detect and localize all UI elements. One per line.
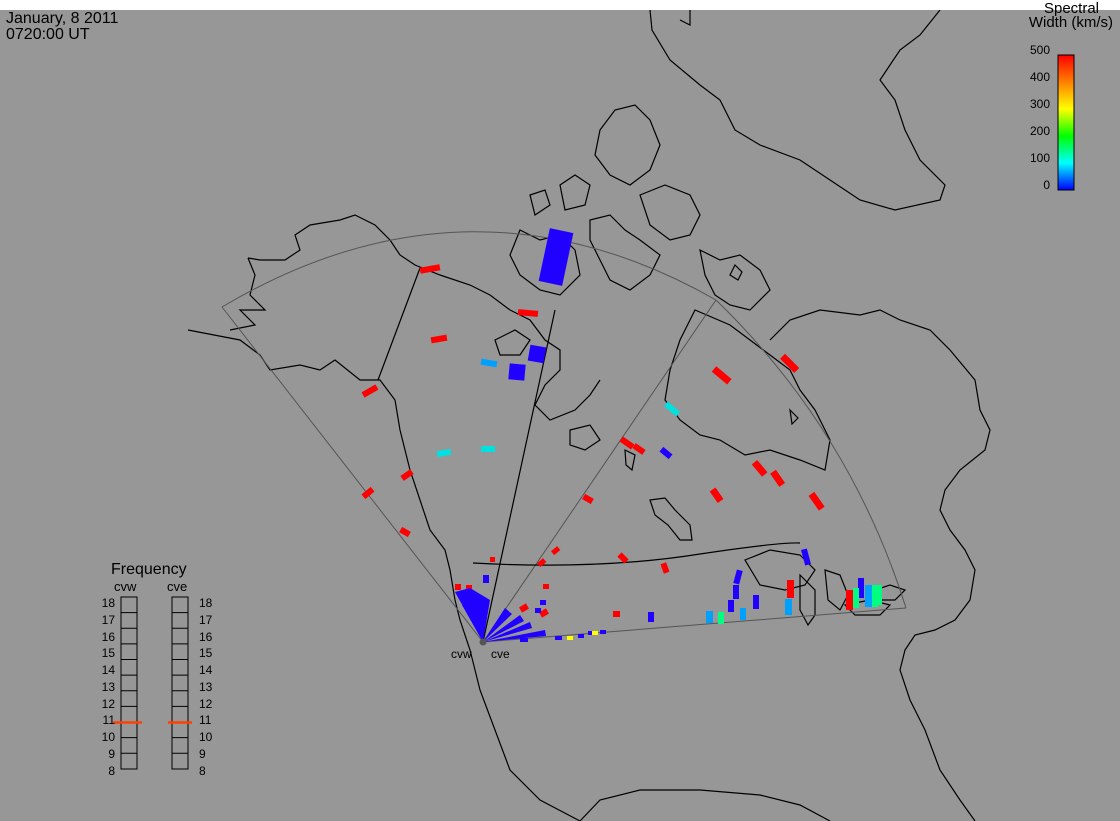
frequency-boxes (120, 596, 189, 770)
frequency-tick-left: 9 (108, 746, 115, 761)
time-label: 0720:00 UT (6, 26, 90, 43)
echoes-green (718, 585, 882, 624)
date-label: January, 8 2011 (6, 10, 119, 27)
colorbar-title-line2: Width (km/s) (1028, 14, 1113, 31)
frequency-radar-cve: cve (167, 579, 188, 594)
frequency-tick-right: 18 (199, 596, 213, 610)
echoes-red (361, 264, 853, 618)
radar-label-cve: cve (491, 647, 510, 661)
frequency-tick-left: 18 (101, 596, 115, 610)
frequency-tick-left: 16 (101, 629, 115, 644)
colorbar-tick: 400 (1029, 70, 1050, 84)
radar-beam-lines (377, 267, 801, 643)
frequency-tick-left: 10 (101, 730, 115, 744)
frequency-tick-right: 13 (199, 679, 213, 694)
frequency-tick-right: 12 (199, 696, 213, 711)
frequency-tick-right: 16 (199, 629, 213, 644)
frequency-title: Frequency (111, 561, 187, 578)
frequency-tick-left: 8 (108, 763, 115, 778)
radar-label-cvw: cvw (451, 647, 472, 661)
radar-fov (221, 231, 907, 643)
colorbar-tick: 300 (1029, 97, 1050, 111)
frequency-tick-left: 17 (101, 612, 115, 627)
map-svg (113, 10, 1075, 821)
frequency-tick-right: 9 (199, 746, 206, 761)
radar-echoes (361, 228, 882, 642)
colorbar-tick: 0 (1043, 178, 1050, 192)
frequency-tick-right: 8 (199, 763, 206, 778)
frequency-tick-left: 14 (101, 663, 115, 677)
frequency-tick-left: 11 (102, 713, 115, 728)
echoes-yellow (567, 631, 598, 640)
frequency-tick-right: 10 (199, 730, 213, 744)
radar-site-cvw (479, 638, 487, 646)
frequency-radar-cvw: cvw (114, 579, 137, 594)
colorbar-tick: 200 (1029, 124, 1050, 138)
frequency-tick-right: 17 (199, 612, 213, 627)
echoes-lightblue (480, 358, 872, 623)
frequency-tick-left: 13 (101, 679, 115, 694)
coastlines (187, 10, 991, 821)
colorbar-gradient (1057, 54, 1075, 191)
frequency-box-dividers (121, 612, 188, 754)
colorbar-tick: 100 (1029, 151, 1050, 165)
colorbar-title-line1: Spectral (1043, 0, 1099, 17)
colorbar-tick: 500 (1029, 43, 1050, 57)
frequency-tick-right: 14 (199, 663, 213, 677)
echoes-blue (455, 228, 864, 642)
frequency-tick-left: 12 (101, 696, 115, 711)
frequency-tick-right: 11 (199, 713, 212, 728)
frequency-tick-left: 15 (101, 646, 115, 661)
frequency-tick-right: 15 (199, 646, 213, 661)
echoes-cyan (436, 401, 681, 458)
